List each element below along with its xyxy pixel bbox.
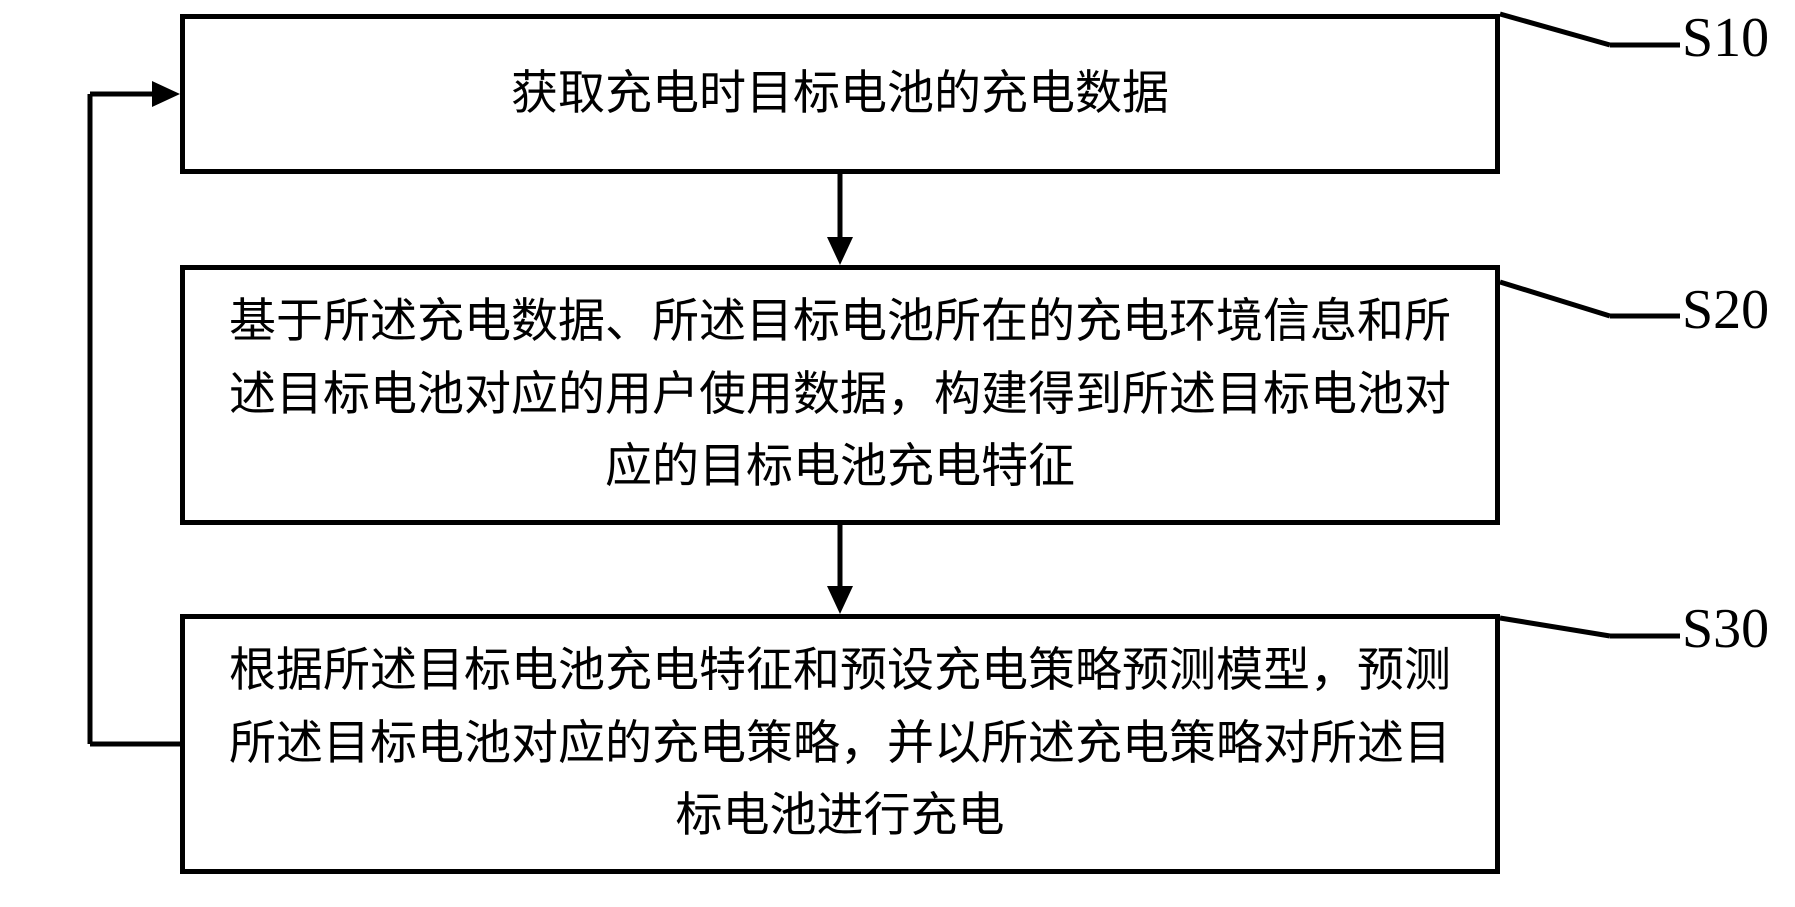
flowchart-canvas: 获取充电时目标电池的充电数据 S10 基于所述充电数据、所述目标电池所在的充电环… — [0, 0, 1795, 907]
arrow-feedback-s30-s10 — [0, 0, 1795, 907]
